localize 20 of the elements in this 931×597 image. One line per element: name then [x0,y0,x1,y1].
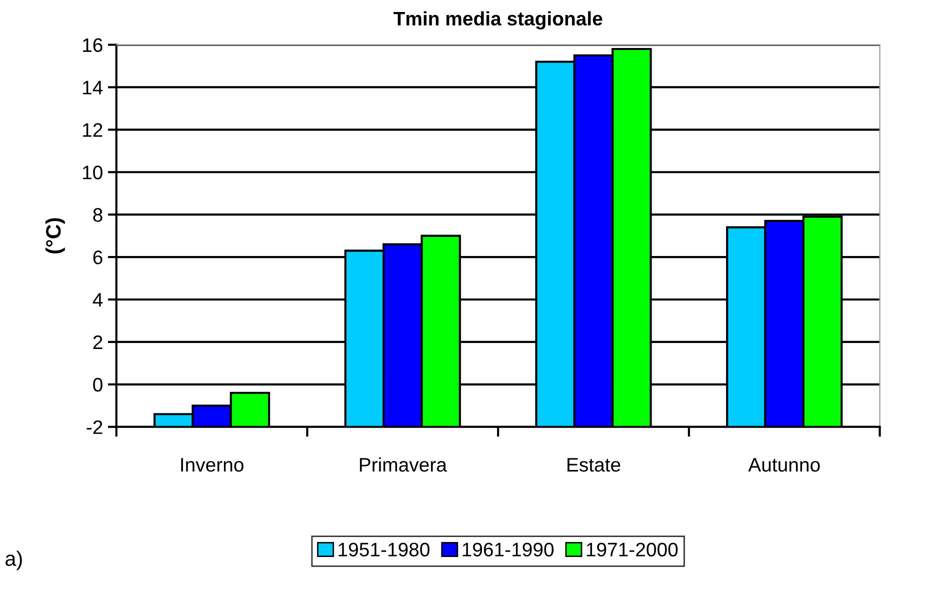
chart-title: Tmin media stagionale [394,11,602,30]
y-tick-label: 6 [93,250,102,264]
y-tick-label: -2 [86,420,102,434]
legend-label: 1971-2000 [586,542,678,556]
y-tick-label: 2 [93,335,102,349]
x-tick-label: Inverno [181,458,244,472]
y-tick-label: 10 [83,166,102,180]
x-tick-label: Autunno [748,458,820,472]
y-tick-label: 0 [93,378,102,392]
y-tick-label: 8 [93,208,102,222]
legend-label: 1961-1990 [462,542,554,556]
y-tick-label: 12 [83,123,102,137]
y-tick-label: 4 [92,293,103,307]
x-tick-label: Estate [568,458,620,472]
y-tick-label: 16 [83,38,102,52]
y-axis-title: (°C) [45,218,65,254]
y-tick-label: 14 [83,80,103,94]
x-tick-label: Primavera [360,457,447,472]
legend-label: 1951-1980 [338,542,430,556]
text: a) [6,550,22,570]
